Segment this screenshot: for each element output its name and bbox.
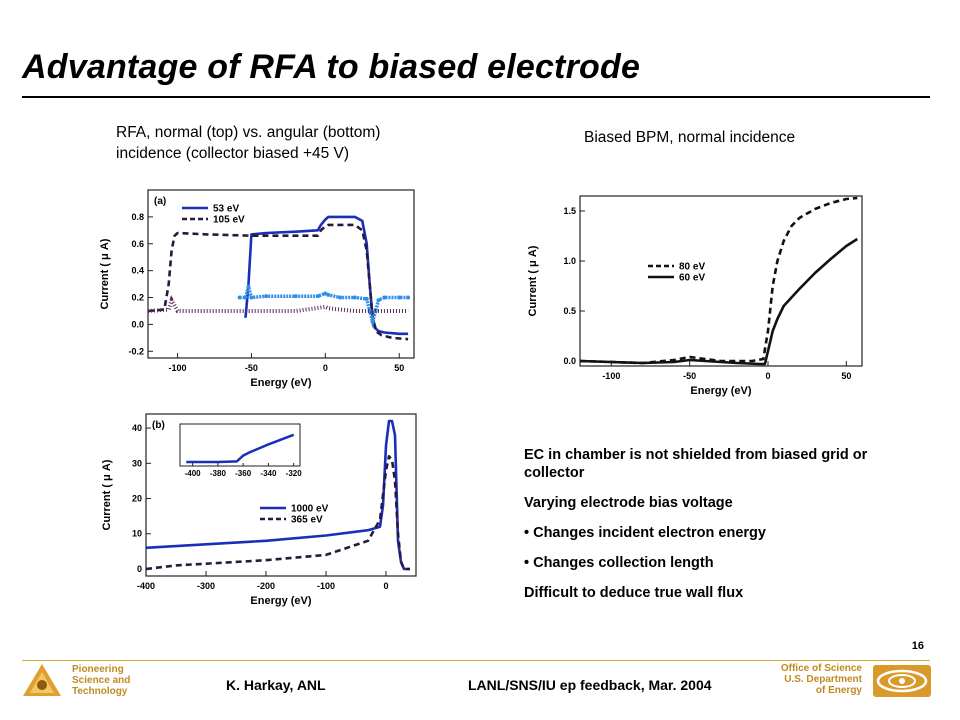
x-axis-label: Energy (eV) [250,595,311,607]
plot-frame [579,195,863,367]
x-tick-label: -50 [683,371,696,381]
page-number: 16 [911,640,924,652]
y-tick-label: 30 [132,458,142,468]
x-tick-label: 0 [323,363,328,373]
y-tick-label: 0.0 [131,319,144,329]
chart-biased-bpm: -100 -50 0 50 0.0 0.5 1.0 1.5 Energy (eV) Current… [520,186,872,408]
legend-label: 105 eV [213,215,245,226]
legend-label: 60 eV [679,273,705,284]
caption-rfa-line1: RFA, normal (top) vs. angular (bottom) [116,124,381,141]
org-right-line3: of Energy [815,685,862,696]
bullet-collection-length: • Changes collection length [524,555,714,571]
caption-rfa-line2: incidence (collector biased +45 V) [116,145,350,162]
chart-rfa-normal: -100 -50 0 50 -0.2 0.0 0.2 0.4 0.6 0.8 Energy (eV)… [92,182,428,394]
y-tick-label: 1.0 [563,256,576,266]
y-axis-label: Current ( μ A) [101,459,113,530]
inset-x-tick-label: -360 [235,469,252,478]
x-tick-label: -100 [317,581,335,591]
chart-rfa-angular: -400 -300 -200 -100 0 0 10 20 30 40 Energy (eV) Cur… [92,406,428,620]
bullet-list: EC in chamber is not shielded from biase… [524,446,904,614]
y-tick-label: 10 [132,529,142,539]
x-tick-label: -100 [602,371,620,381]
caption-bpm: Biased BPM, normal incidence [584,129,796,146]
y-axis-label: Current ( μ A) [527,245,539,316]
footer-author: K. Harkay, ANL [226,677,326,693]
series-line-1 [145,454,410,571]
y-tick-label: 0.6 [131,239,144,249]
plot-frame [147,189,415,359]
org-left: Pioneering Science and Technology [72,664,130,697]
footer-event: LANL/SNS/IU ep feedback, Mar. 2004 [468,677,712,693]
x-axis-label: Energy (eV) [690,385,751,397]
x-tick-label: 0 [383,581,388,591]
y-tick-label: 1.5 [563,206,576,216]
org-right-line1: Office of Science [780,663,862,674]
series-line-0 [579,196,858,365]
caption-rfa: RFA, normal (top) vs. angular (bottom) i… [116,122,476,164]
y-axis-label: Current ( μ A) [99,238,111,309]
y-tick-label: 0.0 [563,356,576,366]
x-tick-label: -300 [197,581,215,591]
inset-x-tick-label: -380 [210,469,227,478]
org-right-line2: U.S. Department [784,674,862,685]
plot-frame [145,413,417,577]
series-line-2 [239,280,409,329]
doe-logo-icon [873,665,931,697]
argonne-logo-icon [23,664,61,696]
inset-series-line [186,433,295,464]
title-divider [22,96,930,98]
x-tick-label: 0 [765,371,770,381]
bullet-incident-energy: • Changes incident electron energy [524,525,766,541]
x-tick-label: -50 [245,363,258,373]
inset-x-tick-label: -340 [260,469,277,478]
org-left-line2: Science and [72,675,131,686]
legend-label: 1000 eV [291,504,329,515]
org-left-line1: Pioneering [72,664,124,675]
x-tick-label: -100 [169,363,187,373]
x-tick-label: -200 [257,581,275,591]
series-line-1 [147,223,409,341]
panel-label: (b) [152,420,165,431]
x-axis-label: Energy (eV) [250,377,311,389]
y-tick-label: 0.2 [131,293,144,303]
footer-divider [22,660,930,661]
bullet-varying-bias: Varying electrode bias voltage [524,495,733,511]
x-tick-label: 50 [394,363,404,373]
inset-x-tick-label: -320 [286,469,303,478]
y-tick-label: 0.4 [131,266,144,276]
org-left-line3: Technology [72,686,128,697]
org-right: Office of Science U.S. Department of Ene… [781,663,862,696]
y-tick-label: 40 [132,423,142,433]
y-tick-label: 0.8 [131,212,144,222]
y-tick-label: 0.5 [563,306,576,316]
series-line-1 [579,237,858,366]
series-line-0 [244,215,409,336]
inset-x-tick-label: -400 [185,469,202,478]
panel-label: (a) [154,196,166,207]
y-tick-label: 20 [132,494,142,504]
slide-title: Advantage of RFA to biased electrode [22,48,641,86]
legend-label: 53 eV [213,204,239,215]
y-tick-label: -0.2 [128,346,144,356]
bullet-true-wall-flux: Difficult to deduce true wall flux [524,585,744,601]
series-line-3 [147,295,409,317]
y-tick-label: 0 [137,564,142,574]
legend-label: 365 eV [291,515,323,526]
bullet-ec-not-shielded: EC in chamber is not shielded from biase… [524,447,868,481]
legend-label: 80 eV [679,262,705,273]
x-tick-label: 50 [841,371,851,381]
x-tick-label: -400 [137,581,155,591]
